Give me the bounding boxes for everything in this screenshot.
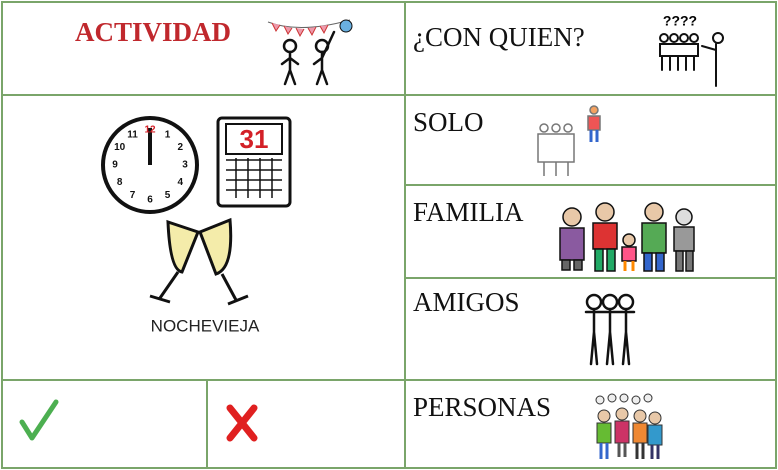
calendar-icon: 31 [216,116,292,208]
clock-number: 12 [144,125,156,136]
with-whom-title: ¿CON QUIEN? [413,22,585,52]
friends-icon [584,293,636,366]
cross-icon [226,404,258,442]
clock-number: 6 [147,195,153,206]
option-label: AMIGOS [413,287,520,317]
clock-number: 9 [112,160,118,171]
calendar-day: 31 [240,124,269,154]
clock-number: 7 [130,190,136,201]
clock-number: 10 [114,142,126,153]
question-marks: ???? [663,13,697,29]
clock-number: 11 [127,129,138,140]
clock-number: 3 [182,160,188,171]
option-label: FAMILIA [413,197,524,227]
activity-title: ACTIVIDAD [75,17,231,47]
champagne-icon [149,217,249,306]
clock-number: 2 [178,142,184,153]
check-icon [19,399,59,441]
clock-number: 8 [117,177,123,188]
clock-number: 4 [178,177,184,188]
people-icon [595,393,663,459]
option-label: PERSONAS [413,392,551,422]
party-icon [267,19,353,86]
question-icon [659,32,724,87]
family-icon [559,202,695,272]
option-label: SOLO [413,107,484,137]
clock-number: 5 [165,190,171,201]
alone-icon [537,105,601,176]
clock-number: 1 [165,129,171,140]
activity-label: NOCHEVIEJA [151,316,260,335]
